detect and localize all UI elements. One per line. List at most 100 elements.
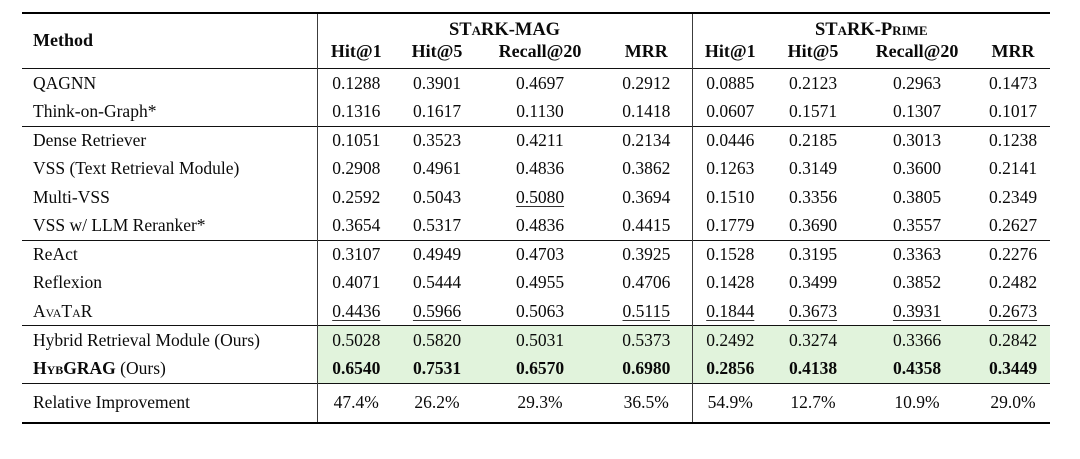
metric-cell: 0.3654 bbox=[316, 211, 395, 241]
metric-value: 0.1617 bbox=[412, 100, 462, 121]
metric-value: 0.2185 bbox=[788, 130, 838, 151]
group-title: STaRK-MAG bbox=[448, 20, 561, 40]
metric-value: 0.2123 bbox=[788, 72, 838, 93]
metric-value: 0.2908 bbox=[332, 158, 381, 179]
metric-cell: 0.3499 bbox=[768, 269, 858, 297]
metric-value: 0.3673 bbox=[788, 300, 838, 321]
metric-cell: 0.1017 bbox=[976, 97, 1050, 126]
metric-cell: 0.2482 bbox=[976, 269, 1050, 297]
metric-cell: 0.6570 bbox=[479, 354, 601, 384]
metric-cell: 0.3673 bbox=[768, 297, 858, 326]
metric-value: 0.1130 bbox=[516, 100, 564, 121]
metric-cell: 0.4703 bbox=[479, 240, 601, 269]
method-cell: AvaTaR bbox=[22, 297, 317, 326]
metric-value: 0.2482 bbox=[988, 272, 1038, 293]
metric-cell: 0.2141 bbox=[976, 155, 1050, 183]
metric-value: 0.1316 bbox=[332, 100, 381, 121]
method-cell: HybGRAG (Ours) bbox=[22, 354, 317, 384]
metric-cell: 0.5444 bbox=[395, 269, 479, 297]
metric-cell: 0.7531 bbox=[395, 354, 479, 384]
metric-cell: 0.5031 bbox=[479, 325, 601, 355]
metric-value: 0.2349 bbox=[988, 186, 1038, 207]
metric-cell: 0.3107 bbox=[316, 240, 395, 269]
metric-value: 26.2% bbox=[414, 391, 460, 412]
table-row: Dense Retriever 0.1051 0.3523 0.4211 0.2134 0… bbox=[22, 126, 1050, 155]
metric-cell: 0.2856 bbox=[691, 354, 769, 384]
metric-value: 0.3449 bbox=[988, 358, 1038, 379]
metric-cell: 0.6980 bbox=[601, 354, 693, 384]
metric-cell: 0.4211 bbox=[479, 126, 601, 155]
metric-cell: 0.2592 bbox=[316, 183, 395, 212]
metric-cell: 0.5820 bbox=[395, 325, 479, 355]
method-cell: Think-on-Graph* bbox=[33, 100, 157, 121]
metric-value: 0.2627 bbox=[988, 214, 1038, 235]
metric-value: 0.4836 bbox=[515, 214, 565, 235]
table-section: ReAct 0.3107 0.4949 0.4703 0.3925 0.1528 0.319… bbox=[22, 240, 1051, 326]
metric-cell: 10.9% bbox=[858, 383, 976, 423]
metric-cell: 0.0885 bbox=[691, 68, 769, 98]
metric-value: 0.7531 bbox=[412, 358, 462, 379]
metric-value: 0.3523 bbox=[412, 130, 462, 151]
metric-cell: 0.3195 bbox=[768, 240, 858, 269]
metric-value: 0.3107 bbox=[332, 244, 381, 265]
metric-cell: 0.1288 bbox=[316, 68, 395, 98]
metric-value: 0.2673 bbox=[988, 300, 1038, 321]
metric-cell: 0.1051 bbox=[316, 126, 395, 155]
results-table: Method STaRK-MAG STaRK-Prime Hit@1 Hit@5… bbox=[22, 12, 1051, 425]
metric-value: 0.4138 bbox=[788, 358, 838, 379]
method-cell: ReAct bbox=[33, 244, 78, 265]
metric-value: 0.2842 bbox=[988, 329, 1038, 350]
metric-value: 0.3690 bbox=[788, 214, 838, 235]
metric-value: 0.5317 bbox=[412, 214, 462, 235]
metric-value: 0.5373 bbox=[622, 329, 671, 350]
metric-cell: 0.4836 bbox=[479, 155, 601, 183]
metric-value: 29.3% bbox=[517, 391, 563, 412]
metric-cell: 0.3356 bbox=[768, 183, 858, 211]
metric-value: 0.4211 bbox=[516, 130, 564, 151]
metric-value: 12.7% bbox=[790, 391, 836, 412]
method-name-suffix: (Ours) bbox=[115, 358, 166, 379]
metric-cell: 0.1779 bbox=[691, 211, 769, 241]
metric-value: 0.4703 bbox=[515, 244, 565, 265]
metric-value: 0.5028 bbox=[332, 329, 381, 350]
header-metrics-row: Hit@1 Hit@5 Recall@20 MRR Hit@1 Hit@5 Re… bbox=[22, 40, 1050, 69]
metric-cell: 47.4% bbox=[316, 383, 395, 424]
metric-value: 0.4071 bbox=[332, 272, 381, 293]
metric-cell: 0.2185 bbox=[768, 126, 858, 155]
metric-cell: 0.2963 bbox=[858, 69, 976, 98]
table-header: Method STaRK-MAG STaRK-Prime Hit@1 Hit@5… bbox=[22, 13, 1051, 69]
metric-value: 0.1017 bbox=[988, 100, 1038, 121]
table-row: ReAct 0.3107 0.4949 0.4703 0.3925 0.1528 0.319… bbox=[22, 240, 1050, 269]
metric-value: 0.1238 bbox=[988, 130, 1038, 151]
metric-value: 0.4436 bbox=[332, 300, 381, 321]
metric-value: 0.4949 bbox=[412, 244, 462, 265]
metric-value: 0.0446 bbox=[706, 130, 755, 151]
metric-cell: 0.1510 bbox=[691, 183, 769, 212]
metric-value: 0.6570 bbox=[515, 358, 565, 379]
metric-value: 0.3852 bbox=[892, 272, 942, 293]
metric-cell: 0.5043 bbox=[395, 183, 479, 211]
metric-value: 36.5% bbox=[623, 391, 669, 412]
metric-value: 0.3600 bbox=[892, 158, 942, 179]
metric-cell: 0.2134 bbox=[601, 126, 692, 155]
metric-cell: 0.2276 bbox=[976, 240, 1050, 269]
metric-value: 0.5115 bbox=[622, 300, 670, 321]
method-cell: Reflexion bbox=[33, 272, 103, 293]
metric-cell: 0.3931 bbox=[858, 297, 976, 326]
metric-value: 0.3925 bbox=[622, 244, 671, 265]
metric-cell: 0.2842 bbox=[976, 325, 1051, 355]
metric-value: 0.2134 bbox=[622, 130, 671, 151]
metric-cell: 0.1571 bbox=[768, 97, 858, 126]
metric-value: 0.3499 bbox=[788, 272, 838, 293]
metric-cell: 0.3366 bbox=[858, 325, 977, 355]
metric-cell: 0.3925 bbox=[601, 240, 692, 269]
metric-cell: 0.1844 bbox=[691, 297, 769, 326]
method-cell: Relative Improvement bbox=[33, 391, 190, 412]
table-row: Multi-VSS 0.2592 0.5043 0.5080 0.3694 0.1510 0… bbox=[22, 183, 1050, 212]
metric-cell: 0.0607 bbox=[691, 97, 769, 127]
metric-cell: 0.1428 bbox=[691, 268, 769, 298]
method-cell: Dense Retriever bbox=[33, 130, 147, 151]
metric-cell: 0.1130 bbox=[479, 97, 601, 126]
metric-cell: 0.4836 bbox=[479, 211, 601, 240]
